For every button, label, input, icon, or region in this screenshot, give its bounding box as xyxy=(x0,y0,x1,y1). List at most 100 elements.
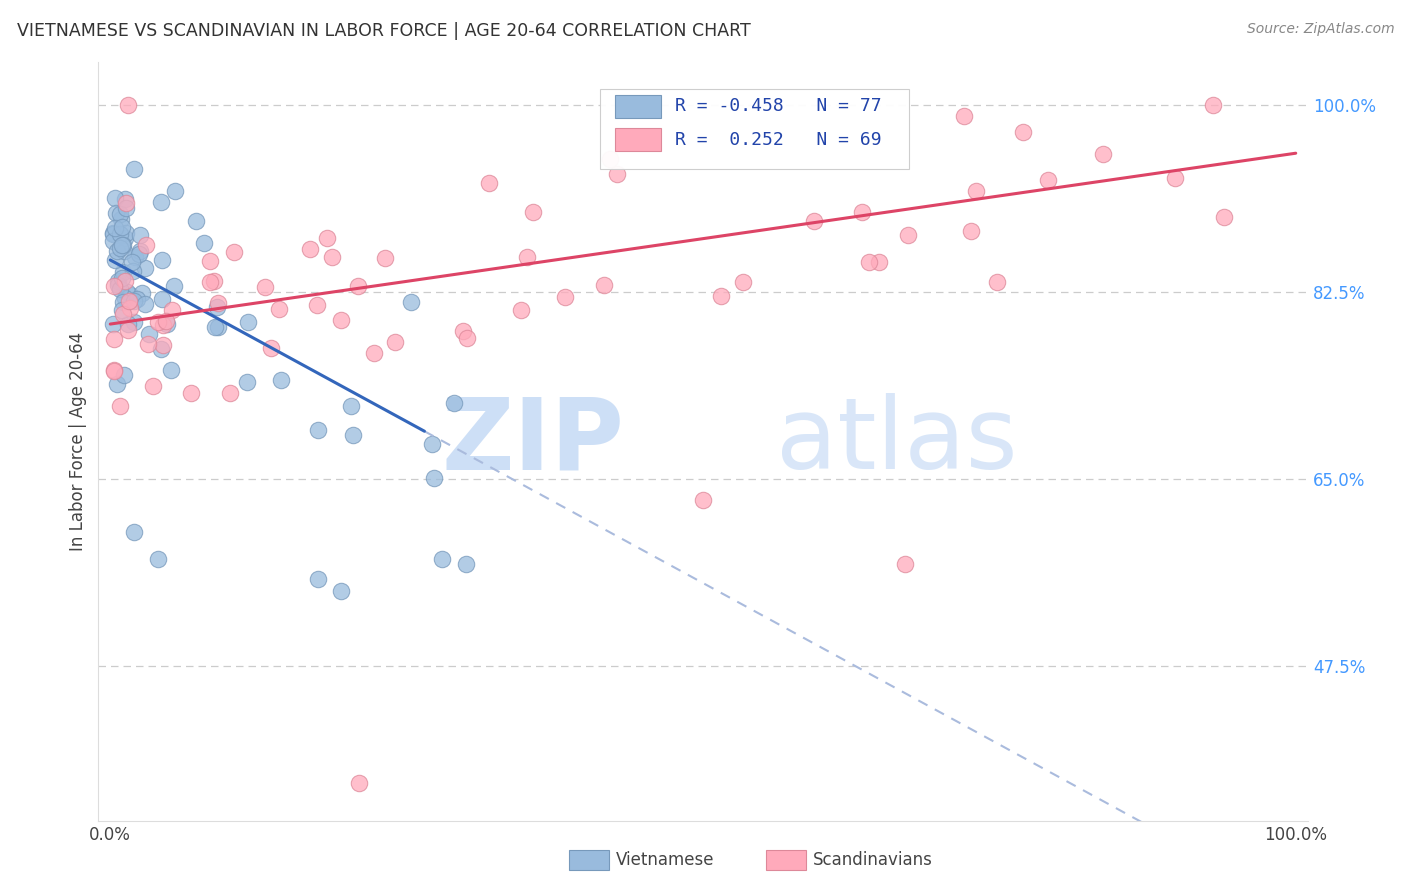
Point xyxy=(103,364,125,378)
Point xyxy=(1012,125,1035,139)
Point xyxy=(420,437,443,451)
Point xyxy=(122,293,145,308)
Point xyxy=(111,271,134,285)
Point xyxy=(305,298,328,312)
Point xyxy=(112,244,135,258)
Point xyxy=(340,399,363,413)
Point xyxy=(193,235,215,250)
Point xyxy=(1036,173,1059,187)
Point xyxy=(112,238,135,252)
Point xyxy=(103,317,125,331)
Point xyxy=(108,241,131,255)
Point xyxy=(124,251,146,265)
Point xyxy=(122,264,145,278)
Point xyxy=(112,368,135,382)
Point xyxy=(422,471,444,485)
Point xyxy=(1213,211,1236,225)
Point xyxy=(858,254,880,268)
Point xyxy=(207,319,229,334)
Point xyxy=(134,260,156,275)
Point xyxy=(692,493,714,508)
Point xyxy=(477,176,499,190)
Point xyxy=(115,285,138,299)
Point xyxy=(510,302,533,317)
Point xyxy=(110,211,132,226)
Point xyxy=(131,285,153,300)
Point xyxy=(267,302,290,317)
Text: R = -0.458   N = 77: R = -0.458 N = 77 xyxy=(675,97,882,115)
Point xyxy=(112,265,135,279)
Point xyxy=(851,205,873,219)
Point xyxy=(522,205,544,219)
Point xyxy=(135,237,157,252)
Point xyxy=(150,194,173,209)
Point xyxy=(105,377,128,392)
Text: VIETNAMESE VS SCANDINAVIAN IN LABOR FORCE | AGE 20-64 CORRELATION CHART: VIETNAMESE VS SCANDINAVIAN IN LABOR FORC… xyxy=(17,22,751,40)
Point xyxy=(316,230,339,244)
Point xyxy=(384,335,406,350)
Point xyxy=(152,318,174,332)
Point xyxy=(107,278,129,293)
Text: R =  0.252   N = 69: R = 0.252 N = 69 xyxy=(675,131,882,149)
Point xyxy=(127,292,149,306)
Point xyxy=(893,558,915,572)
Point xyxy=(399,295,422,310)
Point xyxy=(516,250,538,264)
Point xyxy=(136,337,159,351)
Point xyxy=(129,227,152,242)
Point xyxy=(204,319,226,334)
Point xyxy=(592,278,614,293)
Bar xyxy=(614,128,661,151)
Point xyxy=(205,300,228,314)
Point xyxy=(155,313,177,327)
Text: Scandinavians: Scandinavians xyxy=(813,851,932,869)
Point xyxy=(198,275,221,289)
Y-axis label: In Labor Force | Age 20-64: In Labor Force | Age 20-64 xyxy=(69,332,87,551)
Point xyxy=(1092,147,1115,161)
Point xyxy=(270,373,292,387)
Point xyxy=(118,288,141,302)
Point xyxy=(346,278,368,293)
Point xyxy=(128,244,150,258)
Point xyxy=(103,279,125,293)
Point xyxy=(454,558,477,572)
Text: atlas: atlas xyxy=(776,393,1017,490)
Point xyxy=(104,191,127,205)
Point xyxy=(112,295,135,310)
Point xyxy=(103,221,125,235)
Point xyxy=(868,255,890,269)
Point xyxy=(128,247,150,261)
FancyBboxPatch shape xyxy=(600,89,908,169)
Point xyxy=(554,290,576,304)
Point xyxy=(114,274,136,288)
Point xyxy=(456,331,478,345)
Point xyxy=(347,776,370,790)
Point xyxy=(254,280,277,294)
Point xyxy=(110,207,132,221)
Point xyxy=(200,254,222,268)
Text: ZIP: ZIP xyxy=(441,393,624,490)
Point xyxy=(180,386,202,401)
Point xyxy=(111,303,134,318)
Point xyxy=(105,244,128,259)
Point xyxy=(101,234,124,248)
Point xyxy=(156,317,179,331)
Point xyxy=(118,293,141,308)
Point xyxy=(599,152,621,166)
Point xyxy=(163,278,186,293)
Point xyxy=(115,196,138,211)
Text: Source: ZipAtlas.com: Source: ZipAtlas.com xyxy=(1247,22,1395,37)
Point xyxy=(101,226,124,240)
Point xyxy=(146,315,169,329)
Point xyxy=(111,237,134,252)
Point xyxy=(118,301,141,315)
Point xyxy=(122,316,145,330)
Point xyxy=(236,376,259,390)
Point xyxy=(104,206,127,220)
Point xyxy=(803,214,825,228)
Point xyxy=(710,289,733,303)
Point xyxy=(986,275,1008,289)
Point xyxy=(952,109,974,123)
Point xyxy=(146,552,169,566)
Point xyxy=(104,252,127,267)
